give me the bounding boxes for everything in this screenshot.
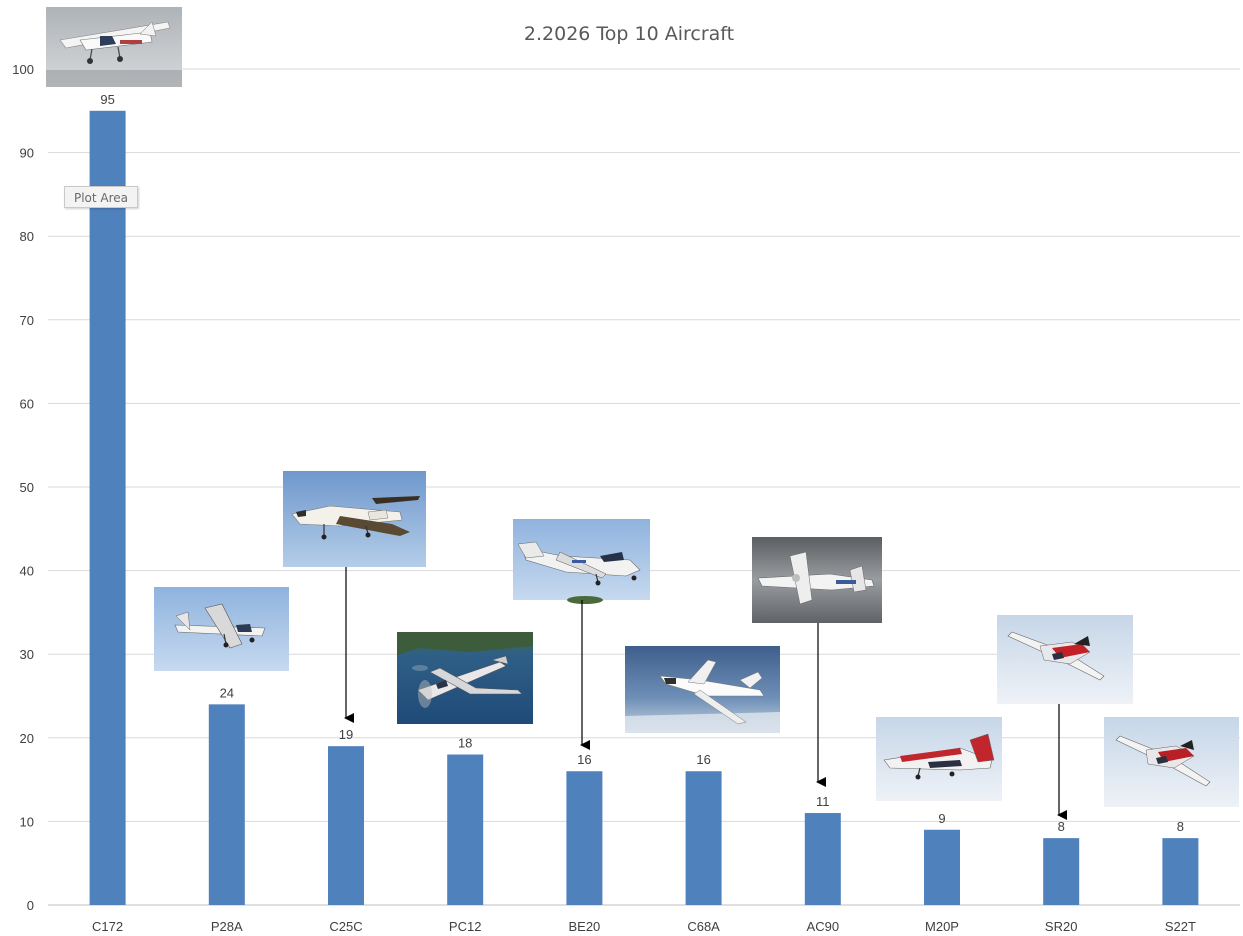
data-label-ac90: 11 xyxy=(816,794,830,809)
data-label-c68a: 16 xyxy=(696,752,710,767)
cessna-172-photo xyxy=(46,7,182,87)
x-tick-label: C172 xyxy=(92,919,123,934)
bar-c25c xyxy=(328,746,364,905)
data-label-s22t: 8 xyxy=(1177,819,1184,834)
bar-c172 xyxy=(89,110,126,906)
bar-p28a xyxy=(208,704,245,905)
x-tick-label: C68A xyxy=(687,919,720,934)
data-label-pc12: 18 xyxy=(458,736,472,751)
bar-c68a xyxy=(685,771,722,905)
bar-series xyxy=(89,110,1199,906)
data-label-be20: 16 xyxy=(577,752,591,767)
y-tick-label: 10 xyxy=(20,814,34,829)
data-label-c172: 95 xyxy=(100,92,114,107)
y-tick-label: 50 xyxy=(20,480,34,495)
y-tick-label: 90 xyxy=(20,146,34,161)
bar-sr20 xyxy=(1043,838,1080,905)
aircraft-photos xyxy=(46,7,1239,807)
bar-m20p xyxy=(924,829,960,905)
x-tick-label: P28A xyxy=(211,919,243,934)
data-labels: 95 24 19 18 16 16 11 9 8 8 xyxy=(100,92,1184,834)
chart-title: 2.2026 Top 10 Aircraft xyxy=(524,23,734,45)
photo-arrows xyxy=(344,567,1067,820)
king-air-c90-photo xyxy=(752,537,882,623)
bar-pc12 xyxy=(447,754,484,905)
x-tick-label: S22T xyxy=(1165,919,1196,934)
x-tick-label: PC12 xyxy=(449,919,482,934)
y-tick-label: 80 xyxy=(20,229,34,244)
piper-28-photo xyxy=(154,587,289,671)
cirrus-sr22t-photo xyxy=(1104,717,1239,807)
king-air-200-photo xyxy=(513,519,650,604)
x-tick-label: BE20 xyxy=(568,919,600,934)
citation-latitude-photo xyxy=(625,646,780,733)
data-label-p28a: 24 xyxy=(220,685,234,700)
bar-be20 xyxy=(566,771,603,905)
y-tick-label: 70 xyxy=(20,313,34,328)
bar-ac90 xyxy=(804,813,841,905)
citation-cj4-photo xyxy=(283,471,426,567)
x-tick-label: SR20 xyxy=(1045,919,1078,934)
pilatus-pc12-photo xyxy=(397,632,533,724)
y-tick-label: 0 xyxy=(27,898,34,913)
x-tick-label: AC90 xyxy=(807,919,840,934)
x-tick-label: C25C xyxy=(329,919,362,934)
y-tick-label: 30 xyxy=(20,647,34,662)
data-label-m20p: 9 xyxy=(938,811,945,826)
y-tick-label: 40 xyxy=(20,564,34,579)
x-tick-label: M20P xyxy=(925,919,959,934)
y-tick-label: 20 xyxy=(20,731,34,746)
cirrus-sr20-photo xyxy=(997,615,1133,704)
mooney-m20p-photo xyxy=(876,717,1002,801)
plot-area-tooltip: Plot Area xyxy=(64,186,138,208)
bar-s22t xyxy=(1162,838,1199,905)
data-label-sr20: 8 xyxy=(1058,819,1065,834)
x-axis: C172 P28A C25C PC12 BE20 C68A AC90 M20P SR20 S22T xyxy=(92,919,1196,934)
y-tick-label: 60 xyxy=(20,396,34,411)
y-tick-label: 100 xyxy=(12,62,34,77)
y-axis: 0 10 20 30 40 50 60 70 80 90 100 xyxy=(12,62,34,913)
data-label-c25c: 19 xyxy=(339,727,353,742)
